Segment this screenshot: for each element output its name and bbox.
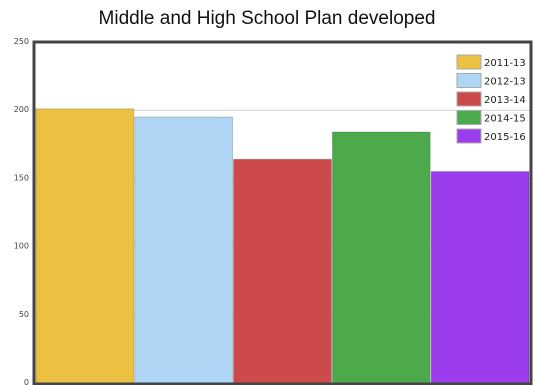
y-tick-label: 0 [24,378,29,385]
bar-2015-16[interactable] [430,171,530,384]
y-tick-label: 50 [19,310,29,319]
legend-swatch [456,110,482,125]
bars-layer [35,108,530,384]
legend-label: 2014-15 [484,114,526,125]
legend-label: 2015-16 [484,132,526,143]
plot-frame [32,40,533,385]
legend-swatch [456,128,482,144]
chart-title: Middle and High School Plan developed [98,8,436,29]
y-tick-label: 100 [14,242,29,251]
bar-2011-13[interactable] [35,108,135,384]
legend: 2011-13 2012-13 2013-14 2014-15 2015-16 [456,54,526,144]
legend-swatch [456,73,482,88]
legend-label: 2012-13 [484,77,526,88]
bar-2013-14[interactable] [233,158,332,384]
bar-2012-13[interactable] [134,116,234,384]
y-axis-ticks: 0 50 100 150 200 250 [14,37,29,385]
legend-swatch [456,54,482,70]
legend-label: 2011-13 [484,58,526,69]
legend-swatch [456,91,482,107]
y-tick-label: 150 [14,173,29,182]
legend-label: 2013-14 [484,95,526,106]
bar-2014-15[interactable] [331,131,431,384]
y-tick-label: 250 [14,37,29,46]
y-tick-label: 200 [14,105,29,114]
